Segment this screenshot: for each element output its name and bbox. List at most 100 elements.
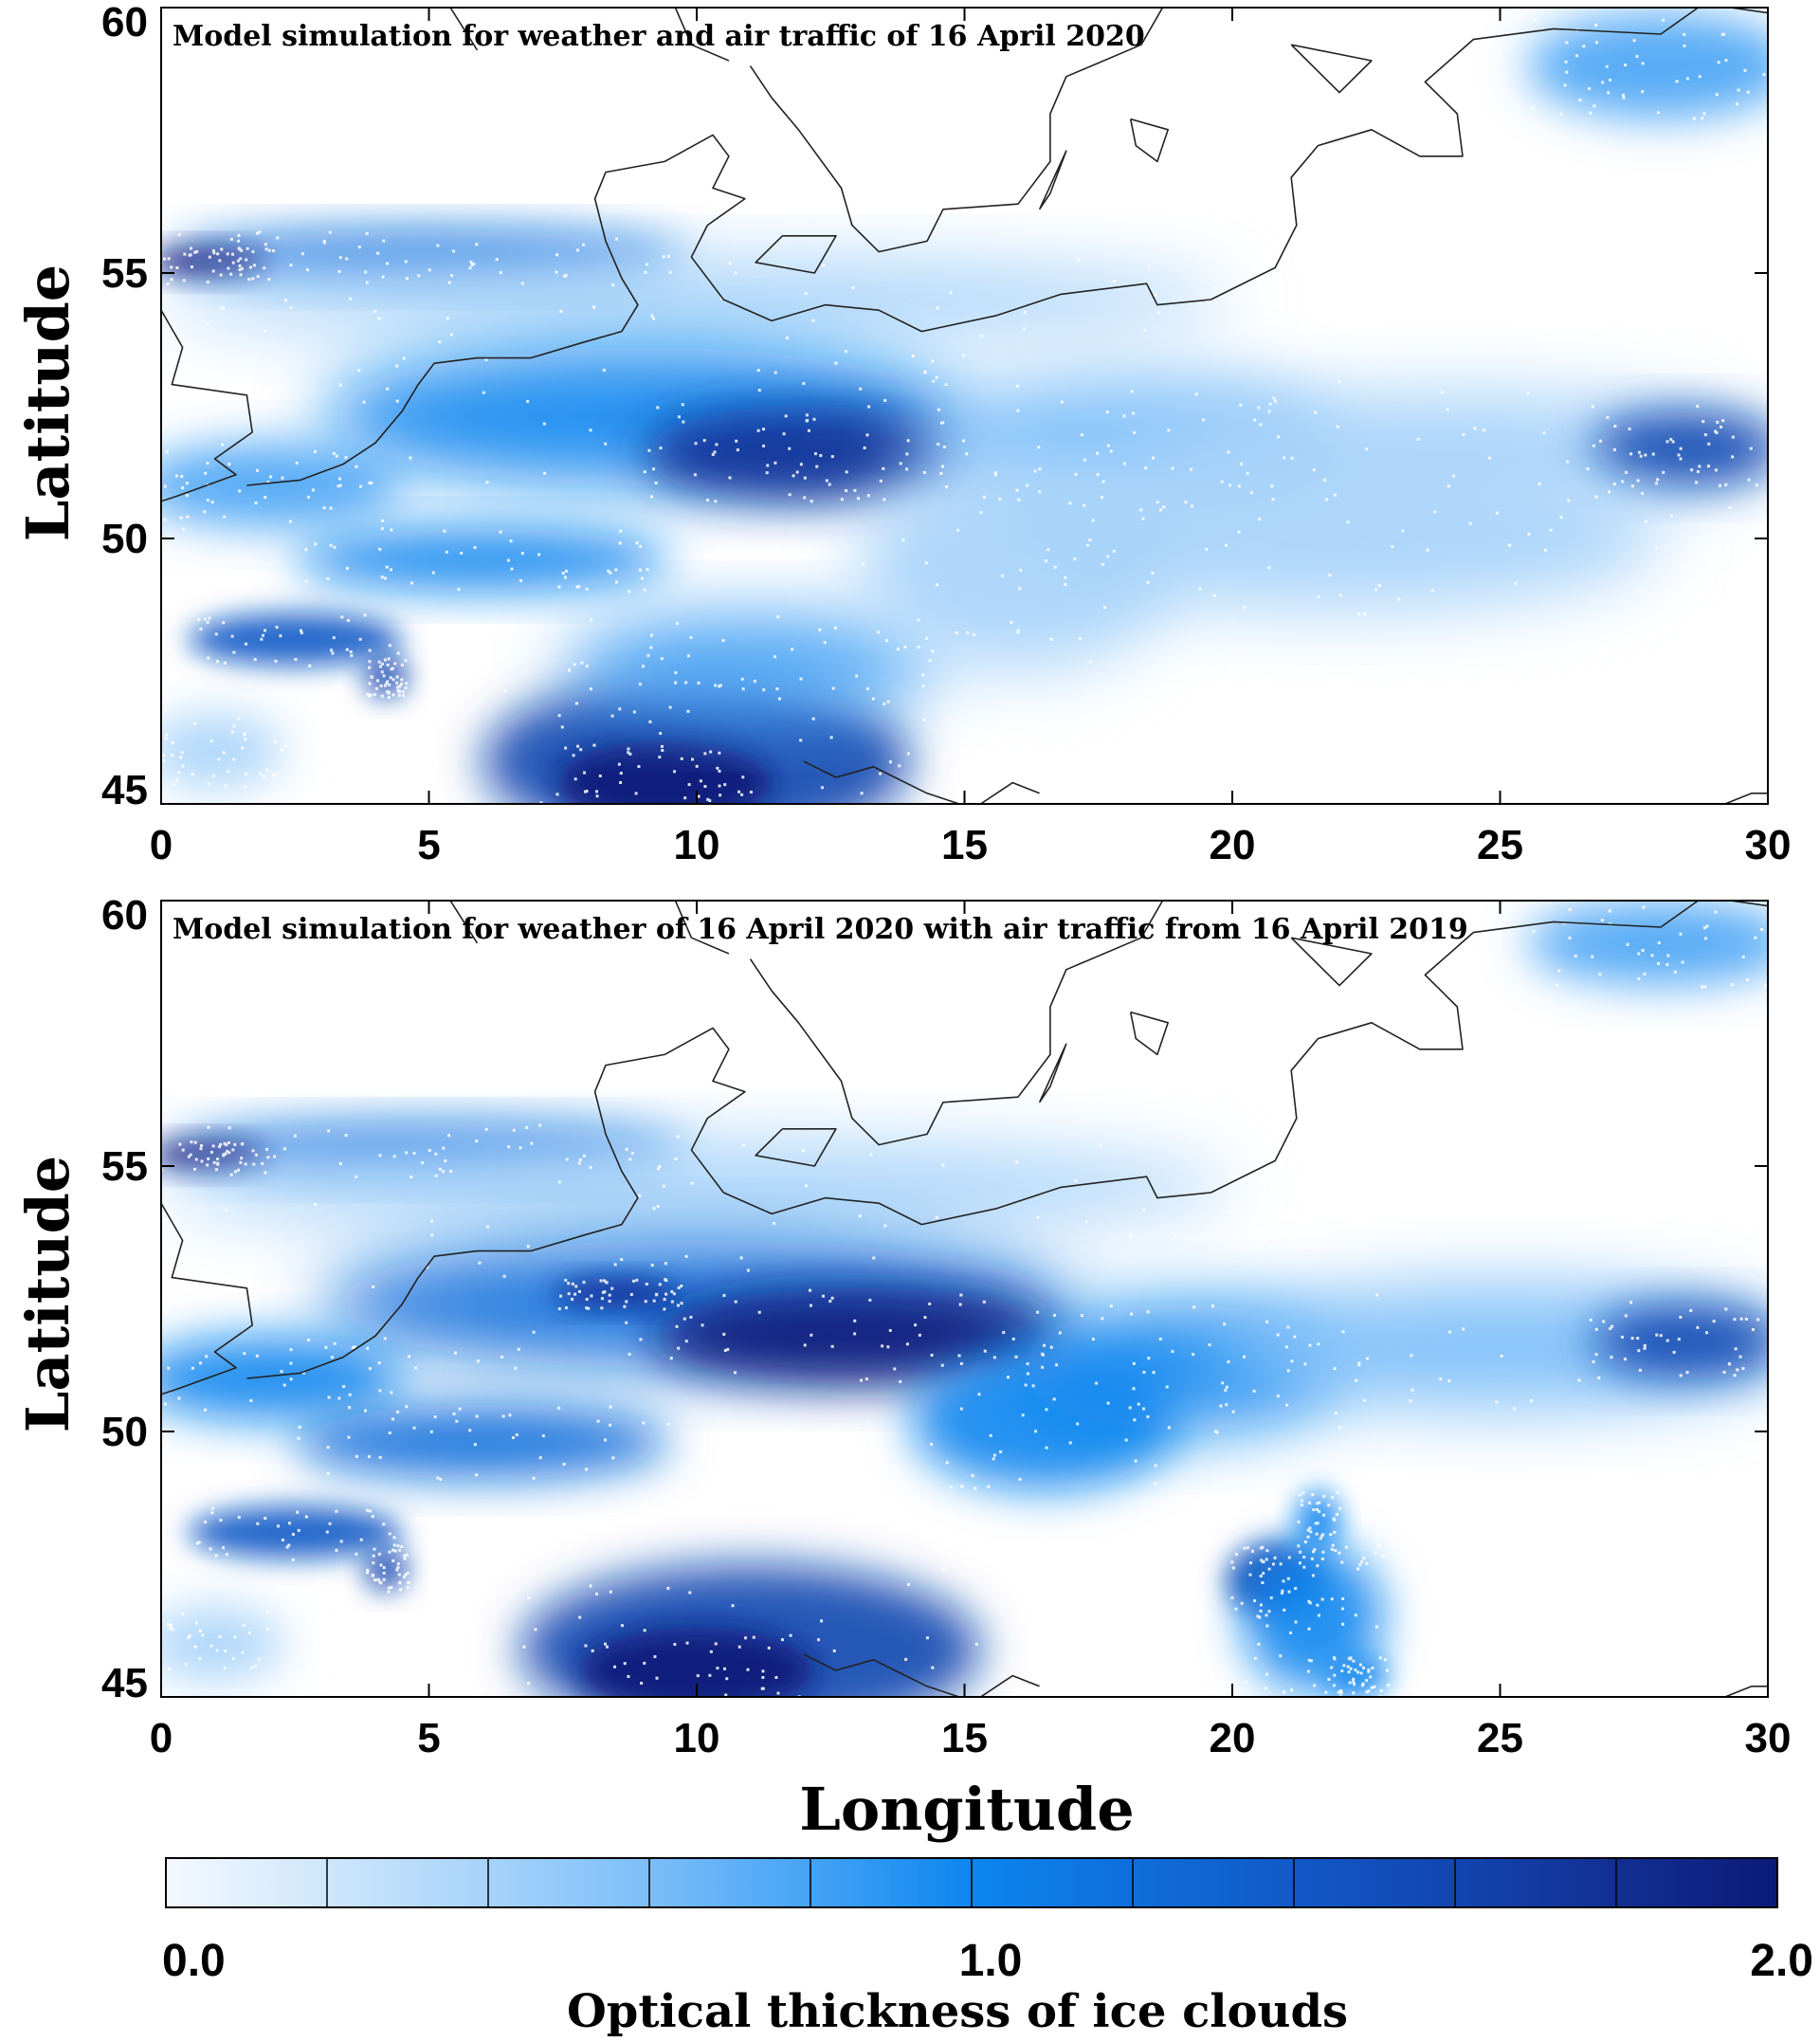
coastline [755,1128,837,1167]
coastline [1724,1686,1768,1697]
colorbar-tick-label: 1.0 [959,1936,1023,1986]
cloud-region [562,612,938,720]
y-tick-label: 45 [101,1660,148,1706]
cloud-region [188,1505,403,1559]
colorbar-segment [1133,1858,1295,1907]
x-tick-label: 15 [941,822,988,868]
coastline [1129,1011,1169,1056]
cloud-region [578,1628,815,1697]
speckle-noise [161,17,1766,804]
cloud-region [161,1336,403,1421]
x-tick-label: 10 [674,822,720,868]
colorbar-frame [165,1857,1778,1908]
colorbar-segment [327,1858,489,1907]
coastline [980,781,1040,804]
coastline [1129,118,1169,163]
y-tick-label: 50 [101,516,148,562]
x-tick-label: 5 [417,822,440,868]
cloud-region [1323,1654,1388,1697]
map-panel-bottom: 45 50 55 60 0 5 10 15 20 25 30 Model simulation for… [101,892,1792,1761]
y-tick-label: 60 [101,0,148,46]
x-tick-label: 20 [1210,822,1256,868]
cloud-region [161,257,1232,342]
colorbar-segment [166,1858,328,1907]
x-tick-label: 25 [1477,1715,1523,1761]
y-tick-label: 50 [101,1409,148,1455]
colorbar-segment [649,1858,811,1907]
colorbar-segment [488,1858,650,1907]
coastline [749,901,1164,1146]
colorbar-segment [1294,1858,1456,1907]
cloud-region [643,406,965,501]
coastline [1290,937,1373,987]
cloud-region [1018,464,1661,613]
coastline [803,760,960,804]
coastline [803,1653,960,1697]
coastline [1724,793,1768,804]
coastline [980,1674,1040,1697]
x-tick-label: 0 [150,1715,173,1761]
coastline [1290,44,1373,94]
x-tick-label: 30 [1745,1715,1792,1761]
coastline [749,8,1164,253]
x-axis-label: Longitude [799,1775,1134,1844]
cloud-region [295,527,670,593]
cloud-region [295,1405,670,1480]
colorbar-tick-label: 2.0 [1750,1936,1813,1986]
map-panel-top: 45 50 55 60 0 5 10 15 20 25 30 Model simulation for… [101,0,1792,868]
ice-cloud-field [161,12,1768,804]
y-tick-label: 55 [101,1143,148,1190]
x-tick-label: 30 [1745,822,1792,868]
colorbar-segment [810,1858,973,1907]
cloud-region [653,1287,1062,1384]
speckle-noise [161,902,1768,1697]
colorbar-segment [1455,1858,1617,1907]
cloud-region [1243,1542,1383,1692]
panel-title: Model simulation for weather of 16 April… [173,913,1468,946]
ice-cloud-field [161,901,1768,1697]
x-tick-label: 25 [1477,822,1523,868]
y-axis-label-bottom: Latitude [13,1156,82,1432]
cloud-region [552,1277,682,1310]
panel-title: Model simulation for weather and air tra… [173,20,1145,53]
coastline [449,8,479,51]
colorbar-segment [972,1858,1134,1907]
cloud-region [557,739,773,804]
x-tick-label: 20 [1210,1715,1256,1761]
cloud-region [188,612,403,666]
y-tick-label: 55 [101,250,148,297]
colorbar: 0.0 1.0 2.0 [162,1857,1813,1986]
colorbar-tick-label: 0.0 [162,1936,226,1986]
cloud-region [364,1548,408,1591]
cloud-region [1526,12,1768,119]
x-tick-label: 5 [417,1715,440,1761]
cloud-region [161,246,268,279]
y-tick-label: 45 [101,767,148,813]
cloud-region [1526,901,1768,986]
coastline [161,309,253,502]
x-tick-label: 10 [674,1715,720,1761]
coastline [755,235,837,274]
coastline [674,901,730,955]
colorbar-segment [1616,1858,1778,1907]
coastlines [161,901,1768,1697]
coastline [449,901,479,944]
y-tick-label: 60 [101,892,148,939]
colorbar-title: Optical thickness of ice clouds [567,1985,1348,2038]
y-axis-label-top: Latitude [13,264,82,541]
coastline [1038,150,1067,210]
coastline [674,8,730,62]
cloud-region [161,713,284,789]
cloud-region [1591,410,1768,485]
x-tick-label: 15 [941,1715,988,1761]
coastline [246,8,1699,486]
cloud-region [161,1606,284,1682]
coastline [1038,1043,1067,1103]
coastline [161,1202,253,1395]
x-tick-label: 0 [150,822,173,868]
cloud-region [161,1140,1232,1235]
coastlines [161,8,1768,804]
cloud-region [1591,1304,1768,1378]
coastline [246,901,1699,1379]
